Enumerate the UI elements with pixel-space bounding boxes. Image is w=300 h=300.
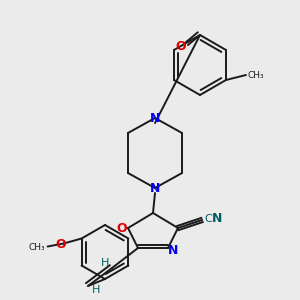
Text: CH₃: CH₃ [248, 70, 265, 80]
Text: N: N [212, 212, 222, 224]
Text: N: N [150, 182, 160, 194]
Text: N: N [150, 112, 160, 124]
Text: N: N [168, 244, 178, 256]
Text: C: C [204, 214, 212, 224]
Text: O: O [117, 221, 127, 235]
Text: CH₃: CH₃ [29, 243, 46, 252]
Text: O: O [176, 40, 186, 52]
Text: O: O [55, 238, 66, 251]
Text: H: H [101, 258, 109, 268]
Text: H: H [92, 285, 100, 295]
